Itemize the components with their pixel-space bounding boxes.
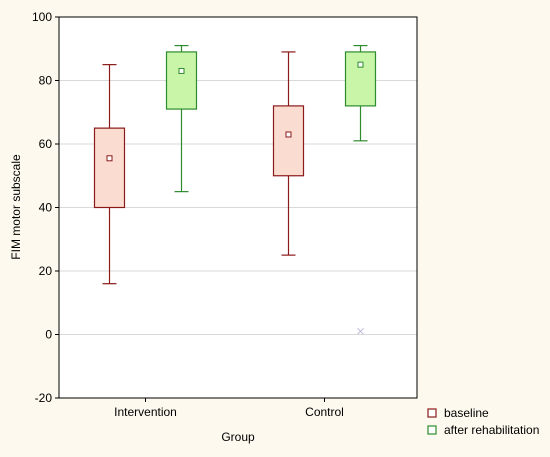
x-tick-label: Control xyxy=(305,405,344,419)
y-tick-label: 60 xyxy=(39,137,53,151)
legend: baseline after rehabilitation xyxy=(427,406,539,437)
y-tick-label: 20 xyxy=(39,264,53,278)
box-iqr xyxy=(165,51,198,110)
box-iqr xyxy=(344,51,377,107)
outlier-marker xyxy=(357,327,364,335)
legend-label: baseline xyxy=(444,406,489,420)
box-iqr xyxy=(93,127,126,209)
box-baseline-control xyxy=(272,51,305,256)
x-axis-label: Group xyxy=(221,430,255,444)
box-after-rehabilitation-intervention xyxy=(165,44,198,193)
y-axis-label: FIM motor subscale xyxy=(9,154,23,260)
ticks: -20 0 20 40 60 80 100 Intervention Control xyxy=(32,10,344,419)
median-marker xyxy=(285,131,292,138)
median-marker xyxy=(178,67,185,74)
median-marker xyxy=(357,61,364,68)
box-baseline-intervention xyxy=(93,64,126,285)
box-iqr xyxy=(272,105,305,177)
legend-label: after rehabilitation xyxy=(444,423,539,437)
y-tick-label: 80 xyxy=(39,74,53,88)
boxes xyxy=(93,44,377,335)
box-after-rehabilitation-control xyxy=(344,44,377,335)
legend-swatch xyxy=(427,408,437,418)
y-tick-label: 40 xyxy=(39,201,53,215)
legend-swatch xyxy=(427,425,437,435)
median-marker xyxy=(106,155,113,162)
y-tick-label: 100 xyxy=(32,10,52,24)
y-tick-label: -20 xyxy=(35,391,53,405)
x-tick-label: Intervention xyxy=(114,405,177,419)
y-tick-label: 0 xyxy=(45,328,52,342)
